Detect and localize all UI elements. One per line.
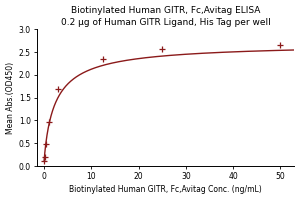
Y-axis label: Mean Abs.(OD450): Mean Abs.(OD450) <box>6 62 15 134</box>
Title: Biotinylated Human GITR, Fc,Avitag ELISA
0.2 μg of Human GITR Ligand, His Tag pe: Biotinylated Human GITR, Fc,Avitag ELISA… <box>61 6 271 27</box>
X-axis label: Biotinylated Human GITR, Fc,Avitag Conc. (ng/mL): Biotinylated Human GITR, Fc,Avitag Conc.… <box>69 185 262 194</box>
